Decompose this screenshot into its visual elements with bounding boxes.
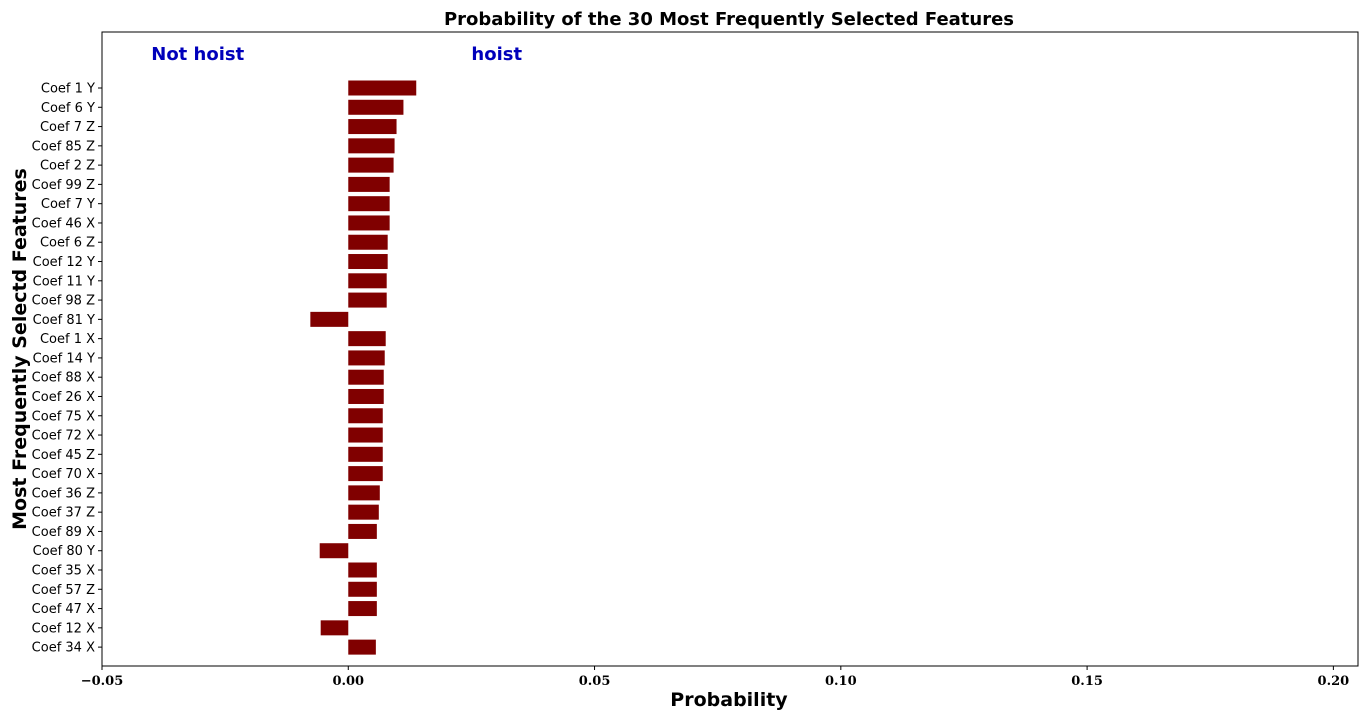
y-tick-label: Coef 99 Z (32, 178, 95, 193)
y-tick-label: Coef 34 X (32, 641, 95, 656)
y-tick-label: Coef 14 Y (33, 351, 95, 366)
y-tick-label: Coef 37 Z (32, 506, 95, 521)
y-tick-label: Coef 98 Z (32, 294, 95, 309)
y-tick-label: Coef 12 X (32, 621, 95, 636)
bar (348, 80, 417, 96)
x-tick-label: 0.05 (579, 674, 611, 689)
bar (348, 234, 388, 250)
bar (348, 369, 384, 385)
y-tick-label: Coef 11 Y (33, 274, 95, 289)
y-tick-label: Coef 81 Y (33, 313, 95, 328)
bar (310, 311, 349, 327)
bar (348, 427, 383, 443)
y-tick-label: Coef 72 X (32, 429, 95, 444)
bar (348, 215, 390, 231)
x-tick-label: 0.15 (1071, 674, 1103, 689)
y-tick-label: Coef 35 X (32, 564, 95, 579)
y-tick-label: Coef 80 Y (33, 544, 95, 559)
annotation-label: hoist (471, 44, 522, 65)
bar (348, 408, 383, 424)
y-tick-label: Coef 12 Y (33, 255, 95, 270)
y-tick-label: Coef 57 Z (32, 583, 95, 598)
x-tick-label: 0.10 (825, 674, 857, 689)
chart-title: Probability of the 30 Most Frequently Se… (444, 9, 1014, 30)
bar (348, 562, 377, 578)
bar (348, 350, 385, 366)
bar (348, 292, 387, 308)
bar (348, 99, 404, 115)
bar (348, 446, 383, 462)
bar (348, 639, 376, 655)
annotations-group: Not hoist hoist (151, 44, 522, 65)
bar (348, 196, 390, 212)
y-tick-label: Coef 7 Y (41, 197, 95, 212)
bar (348, 331, 386, 347)
y-axis-ticks: Coef 1 Y Coef 6 Y Coef 7 Z Coef 85 Z Coef 2 … (32, 82, 102, 656)
y-tick-label: Coef 70 X (32, 467, 95, 482)
bar (348, 176, 390, 192)
y-tick-label: Coef 2 Z (40, 159, 95, 174)
bar (319, 543, 349, 559)
y-tick-label: Coef 36 Z (32, 486, 95, 501)
bar (348, 119, 397, 135)
y-tick-label: Coef 89 X (32, 525, 95, 540)
bar (348, 523, 377, 539)
bars-group (310, 80, 417, 655)
annotation-label: Not hoist (151, 44, 244, 65)
bar (348, 601, 377, 617)
y-axis-label: Most Frequently Selectd Features (9, 168, 31, 530)
x-tick-label: 0.20 (1318, 674, 1350, 689)
bar (348, 273, 387, 289)
x-tick-label: 0.00 (332, 674, 364, 689)
bar (348, 254, 388, 270)
y-tick-label: Coef 26 X (32, 390, 95, 405)
y-tick-label: Coef 45 Z (32, 448, 95, 463)
y-tick-label: Coef 1 Y (41, 82, 95, 97)
y-tick-label: Coef 6 Y (41, 101, 95, 116)
y-tick-label: Coef 85 Z (32, 139, 95, 154)
bar (320, 620, 349, 636)
y-tick-label: Coef 6 Z (40, 236, 95, 251)
x-axis-ticks: −0.05 0.00 0.05 0.10 0.15 0.20 (81, 666, 1349, 689)
bar (348, 138, 395, 154)
x-axis-label: Probability (670, 689, 788, 711)
bar (348, 466, 383, 482)
bar (348, 157, 394, 173)
y-tick-label: Coef 47 X (32, 602, 95, 617)
plot-frame (101, 31, 1359, 667)
y-tick-label: Coef 7 Z (40, 120, 95, 135)
y-tick-label: Coef 75 X (32, 409, 95, 424)
bar (348, 388, 384, 404)
bar (348, 504, 379, 520)
y-tick-label: Coef 88 X (32, 371, 95, 386)
bar (348, 581, 377, 597)
bar (348, 485, 380, 501)
y-tick-label: Coef 1 X (40, 332, 95, 347)
y-tick-label: Coef 46 X (32, 216, 95, 231)
x-tick-label: −0.05 (81, 674, 124, 689)
